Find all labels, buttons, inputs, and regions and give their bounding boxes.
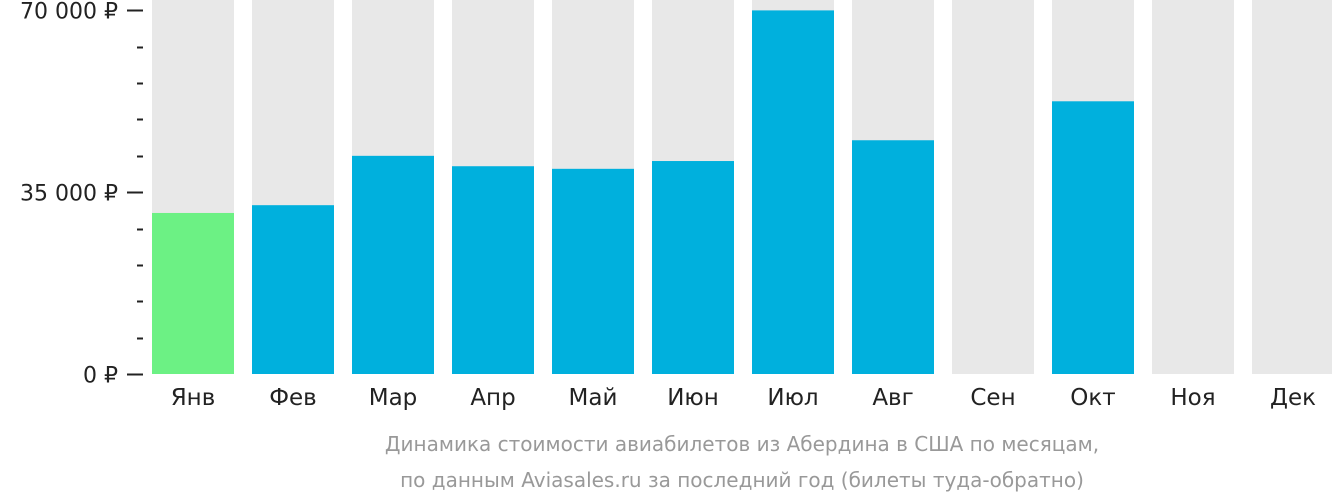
chart-caption-line-2: по данным Aviasales.ru за последний год … xyxy=(400,468,1084,492)
bar-track-11 xyxy=(1152,0,1234,374)
x-tick-label: Июл xyxy=(767,385,818,411)
bar-6[interactable] xyxy=(652,161,734,374)
x-tick-label: Мар xyxy=(369,385,418,411)
bar-3[interactable] xyxy=(352,155,434,374)
x-axis: Янв Фев Мар Апр Май Июн Июл Авг Сен Окт Ноя Дек xyxy=(171,385,1316,411)
x-tick-label: Апр xyxy=(470,385,515,411)
y-tick-label: 70 000 ₽ xyxy=(20,0,118,25)
x-tick-label: Окт xyxy=(1070,385,1115,411)
bar-track-9 xyxy=(952,0,1034,374)
bar-7[interactable] xyxy=(752,10,834,375)
x-tick-label: Дек xyxy=(1270,385,1316,411)
bar-2[interactable] xyxy=(252,205,334,374)
price-bar-chart: 0 ₽ 35 000 ₽ 70 000 ₽ Янв Фев Мар Апр Май Июн Ию… xyxy=(20,0,1332,411)
y-axis: 0 ₽ 35 000 ₽ 70 000 ₽ xyxy=(20,0,143,389)
x-tick-label: Янв xyxy=(171,385,216,411)
bar-1[interactable] xyxy=(152,212,234,374)
bar-4[interactable] xyxy=(452,166,534,374)
chart-caption-line-1: Динамика стоимости авиабилетов из Аберди… xyxy=(384,432,1100,456)
bar-track-12 xyxy=(1252,0,1332,374)
bars xyxy=(152,10,1134,375)
x-tick-label: Сен xyxy=(970,385,1015,411)
x-tick-label: Авг xyxy=(872,385,913,411)
x-tick-label: Ноя xyxy=(1170,385,1215,411)
y-tick-label: 0 ₽ xyxy=(83,364,118,389)
x-tick-label: Фев xyxy=(269,385,317,411)
x-tick-label: Июн xyxy=(667,385,719,411)
x-tick-label: Май xyxy=(569,385,618,411)
bar-10[interactable] xyxy=(1052,101,1134,375)
bar-5[interactable] xyxy=(552,168,634,374)
y-tick-label: 35 000 ₽ xyxy=(20,182,118,207)
bar-8[interactable] xyxy=(852,140,934,374)
